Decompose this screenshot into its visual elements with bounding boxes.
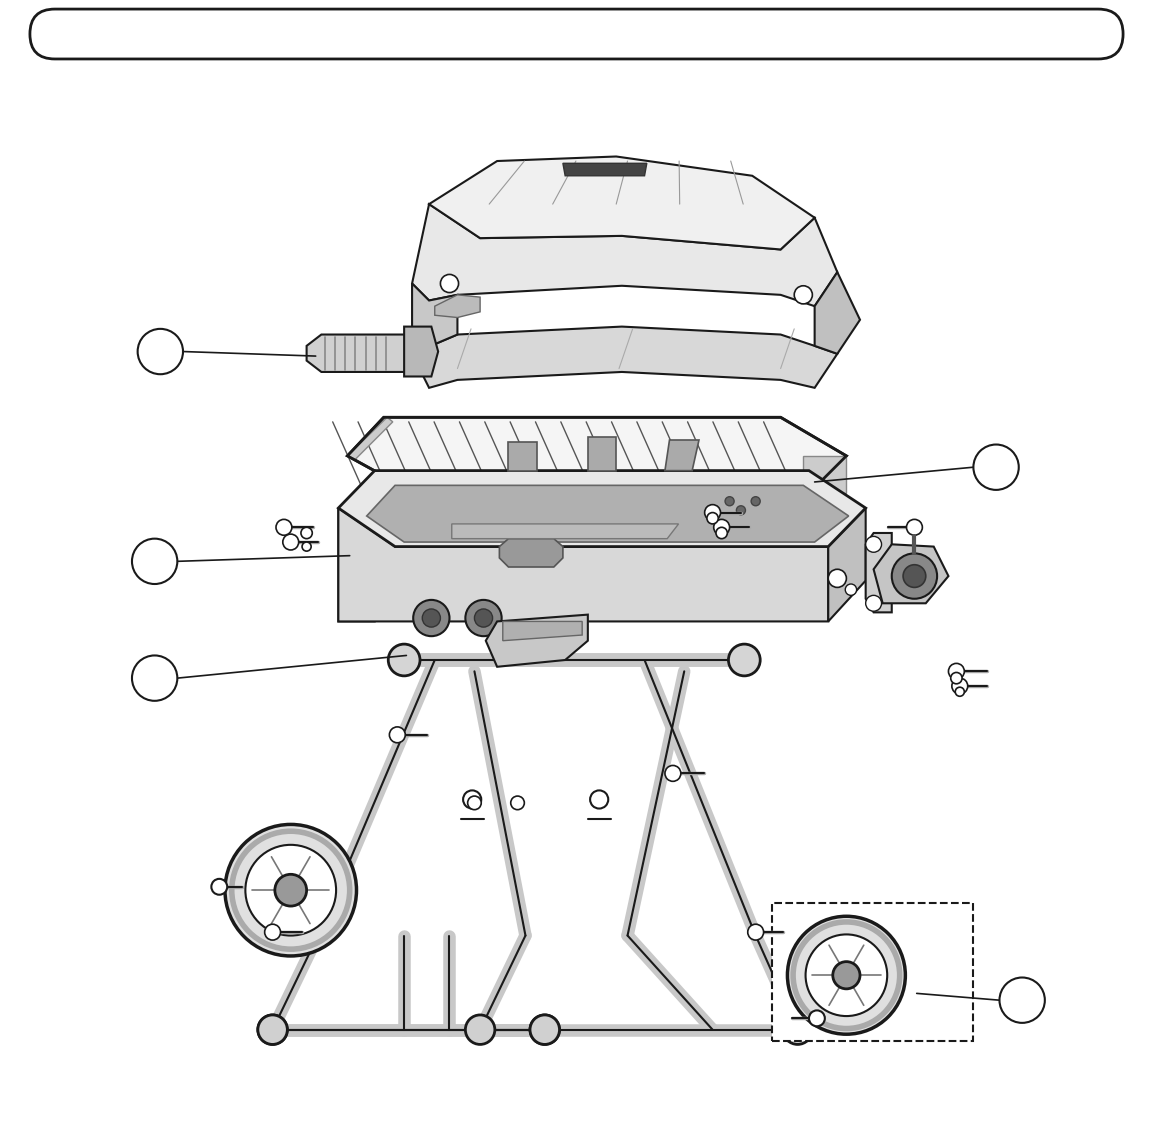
Circle shape: [866, 536, 882, 552]
Polygon shape: [828, 508, 866, 621]
Circle shape: [422, 609, 440, 627]
Circle shape: [955, 687, 964, 696]
Polygon shape: [338, 508, 828, 621]
Polygon shape: [815, 272, 860, 354]
Circle shape: [704, 505, 721, 521]
Polygon shape: [347, 417, 846, 493]
Polygon shape: [499, 539, 563, 567]
Circle shape: [729, 644, 760, 676]
Circle shape: [131, 655, 178, 701]
Circle shape: [973, 445, 1019, 490]
Polygon shape: [412, 204, 837, 306]
Circle shape: [511, 796, 525, 810]
Circle shape: [301, 527, 312, 539]
Polygon shape: [412, 327, 837, 388]
Circle shape: [665, 765, 680, 781]
Circle shape: [783, 1015, 813, 1044]
Circle shape: [530, 1015, 559, 1044]
Circle shape: [211, 879, 227, 895]
Circle shape: [714, 519, 730, 535]
Circle shape: [282, 534, 299, 550]
Circle shape: [952, 678, 967, 694]
Circle shape: [866, 595, 882, 611]
Circle shape: [413, 600, 450, 636]
Circle shape: [225, 824, 356, 956]
Circle shape: [716, 527, 728, 539]
FancyBboxPatch shape: [30, 9, 1123, 59]
Circle shape: [949, 663, 964, 679]
Circle shape: [274, 874, 307, 906]
Circle shape: [748, 924, 763, 940]
Circle shape: [137, 329, 183, 374]
Circle shape: [845, 584, 857, 595]
Circle shape: [707, 513, 718, 524]
Polygon shape: [588, 437, 616, 471]
Polygon shape: [338, 471, 866, 547]
Circle shape: [466, 600, 502, 636]
FancyBboxPatch shape: [771, 903, 973, 1041]
Circle shape: [440, 274, 459, 293]
Circle shape: [903, 565, 926, 587]
Circle shape: [464, 790, 481, 809]
Polygon shape: [665, 440, 699, 471]
Polygon shape: [429, 156, 815, 249]
Polygon shape: [485, 615, 588, 667]
Polygon shape: [347, 417, 393, 459]
Circle shape: [951, 672, 962, 684]
Circle shape: [390, 727, 405, 743]
Circle shape: [906, 519, 922, 535]
Circle shape: [302, 542, 311, 551]
Circle shape: [466, 1015, 495, 1044]
Circle shape: [806, 934, 887, 1016]
Polygon shape: [435, 295, 480, 318]
Circle shape: [258, 1015, 287, 1044]
Circle shape: [246, 845, 336, 936]
Polygon shape: [804, 456, 846, 493]
Polygon shape: [367, 485, 849, 542]
Polygon shape: [874, 544, 949, 603]
Polygon shape: [412, 284, 458, 354]
Circle shape: [725, 497, 734, 506]
Circle shape: [787, 916, 905, 1034]
Polygon shape: [866, 533, 891, 612]
Polygon shape: [338, 508, 375, 621]
Polygon shape: [452, 524, 679, 539]
Circle shape: [468, 796, 481, 810]
Circle shape: [751, 497, 760, 506]
Circle shape: [1000, 978, 1045, 1023]
Circle shape: [828, 569, 846, 587]
Circle shape: [474, 609, 492, 627]
Circle shape: [809, 1010, 824, 1026]
Polygon shape: [405, 327, 438, 376]
Circle shape: [389, 644, 420, 676]
Circle shape: [832, 962, 860, 989]
Circle shape: [131, 539, 178, 584]
Polygon shape: [503, 621, 582, 641]
Polygon shape: [508, 442, 537, 471]
Circle shape: [794, 286, 813, 304]
Circle shape: [737, 506, 746, 515]
Circle shape: [276, 519, 292, 535]
Circle shape: [258, 1015, 287, 1044]
Polygon shape: [563, 163, 647, 176]
Circle shape: [891, 553, 937, 599]
Polygon shape: [307, 335, 423, 372]
Circle shape: [530, 1015, 559, 1044]
Circle shape: [590, 790, 609, 809]
Circle shape: [265, 924, 280, 940]
